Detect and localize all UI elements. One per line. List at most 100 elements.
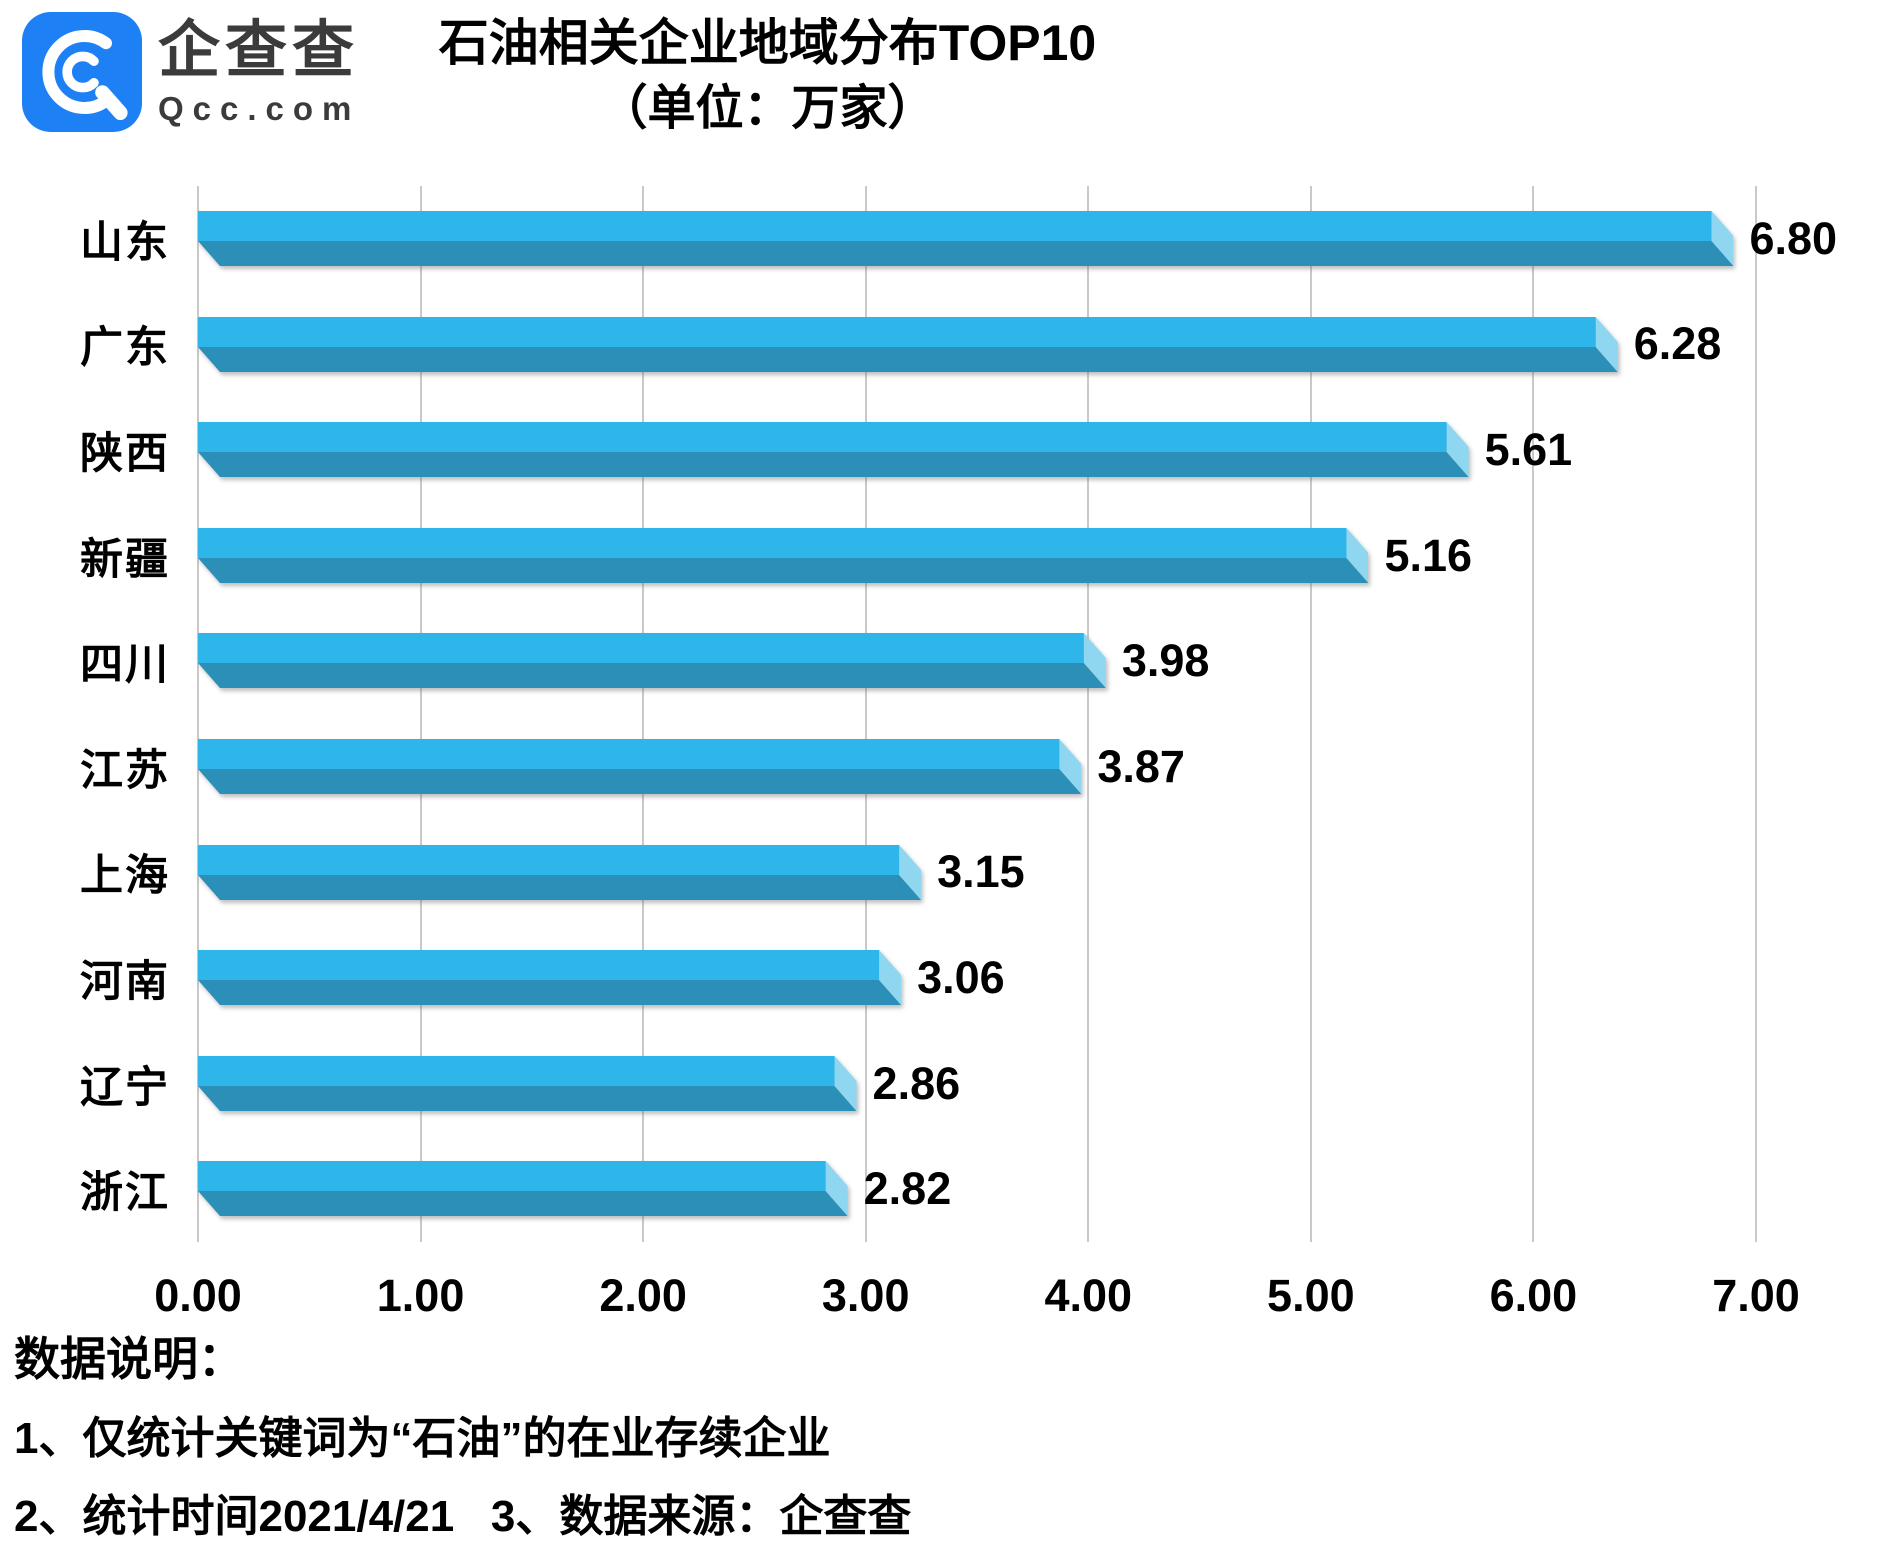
bar-row: 广东 6.28 bbox=[80, 292, 1756, 398]
bar-end-face bbox=[834, 1055, 857, 1111]
gridline bbox=[197, 186, 199, 1242]
bar-bottom-face bbox=[198, 874, 922, 900]
bar bbox=[198, 950, 902, 1006]
bar-row: 江苏 3.87 bbox=[80, 714, 1756, 820]
value-label: 2.86 bbox=[872, 1057, 961, 1109]
bar-end-face bbox=[1446, 422, 1469, 478]
bar-front-face bbox=[198, 739, 1060, 769]
bar-row: 上海 3.15 bbox=[80, 820, 1756, 926]
bar-bottom-face bbox=[198, 557, 1369, 583]
x-axis: 0.00 1.00 2.00 3.00 4.00 5.00 6.00 7.00 bbox=[154, 1270, 1800, 1326]
value-label: 6.80 bbox=[1749, 212, 1838, 264]
bar-bottom-face bbox=[198, 452, 1469, 478]
bar-front-face bbox=[198, 633, 1084, 664]
gridline bbox=[642, 186, 645, 1242]
category-label: 河南 bbox=[80, 957, 170, 1006]
bar-row: 辽宁 2.86 bbox=[80, 1031, 1756, 1137]
footer-heading: 数据说明： bbox=[14, 1333, 244, 1385]
bar-bottom-face bbox=[198, 1191, 848, 1217]
category-label: 辽宁 bbox=[80, 1063, 170, 1112]
brand-text: 企查查 Qcc.com bbox=[158, 12, 360, 128]
gridline bbox=[1532, 186, 1535, 1242]
bar-row: 新疆 5.16 bbox=[80, 503, 1756, 609]
bar-end-face bbox=[1083, 633, 1106, 689]
brand-logo: 企查查 Qcc.com bbox=[22, 12, 360, 132]
value-label: 5.61 bbox=[1484, 423, 1573, 475]
footer-note: 2、统计时间2021/4/21 3、数据来源：企查查 bbox=[14, 1491, 912, 1541]
category-label: 浙江 bbox=[80, 1169, 170, 1218]
bar-bottom-face bbox=[198, 1085, 857, 1111]
bar-front-face bbox=[198, 527, 1347, 558]
bar bbox=[198, 527, 1369, 583]
chart-subtitle: （单位：万家） bbox=[599, 82, 936, 135]
value-label: 3.06 bbox=[917, 951, 1005, 1003]
bar-bottom-face bbox=[198, 980, 902, 1006]
x-axis-tick-label: 7.00 bbox=[1712, 1270, 1800, 1321]
bar-row: 四川 3.98 bbox=[80, 608, 1756, 714]
bar bbox=[198, 633, 1106, 689]
bar-end-face bbox=[1595, 316, 1618, 372]
bar-front-face bbox=[198, 844, 900, 875]
bar-row: 河南 3.06 bbox=[80, 925, 1756, 1031]
bar bbox=[198, 211, 1734, 266]
bar-end-face bbox=[899, 844, 922, 900]
bar-row: 陕西 5.61 bbox=[80, 397, 1756, 503]
x-axis-tick-label: 4.00 bbox=[1044, 1270, 1133, 1321]
bar bbox=[198, 739, 1082, 794]
value-label: 2.82 bbox=[863, 1163, 952, 1215]
bar-end-face bbox=[1059, 739, 1082, 794]
value-label: 3.98 bbox=[1121, 635, 1210, 687]
plot-area: 山东 6.80 广东 6.28 陕西 5.61 新疆 5.16 四川 3.98 江苏 3.87 上海 3.… bbox=[80, 186, 1837, 1242]
gridline bbox=[1087, 186, 1090, 1242]
bar bbox=[198, 1161, 848, 1217]
bar bbox=[198, 1055, 857, 1111]
bar-bottom-face bbox=[198, 769, 1082, 794]
category-label: 山东 bbox=[80, 218, 170, 267]
category-label: 广东 bbox=[80, 324, 170, 373]
bar-front-face bbox=[198, 211, 1712, 241]
footer-note: 1、仅统计关键词为“石油”的在业存续企业 bbox=[14, 1413, 831, 1463]
bar-row: 山东 6.80 bbox=[80, 186, 1837, 292]
qcc-logo-icon bbox=[22, 12, 142, 132]
bar-bottom-face bbox=[198, 663, 1106, 689]
category-label: 江苏 bbox=[80, 746, 170, 795]
value-label: 3.87 bbox=[1097, 740, 1185, 792]
bar bbox=[198, 422, 1469, 478]
gridline bbox=[864, 186, 867, 1242]
x-axis-tick-label: 0.00 bbox=[154, 1270, 242, 1321]
bar bbox=[198, 316, 1618, 372]
bar-end-face bbox=[825, 1161, 848, 1217]
bar-front-face bbox=[198, 422, 1447, 453]
brand-domain: Qcc.com bbox=[158, 90, 361, 127]
bar-front-face bbox=[198, 950, 880, 981]
value-label: 3.15 bbox=[937, 846, 1025, 898]
value-label: 6.28 bbox=[1633, 318, 1722, 370]
title-block: 石油相关企业地域分布TOP10 （单位：万家） bbox=[0, 16, 1535, 136]
bar-front-face bbox=[198, 1055, 835, 1086]
category-label: 上海 bbox=[80, 852, 170, 901]
bar-row: 浙江 2.82 bbox=[80, 1136, 1756, 1242]
x-axis-tick-label: 1.00 bbox=[376, 1270, 465, 1321]
bar-end-face bbox=[1346, 527, 1369, 583]
category-label: 四川 bbox=[80, 641, 170, 690]
bar-end-face bbox=[879, 950, 902, 1006]
bar-bottom-face bbox=[198, 241, 1734, 266]
brand-name: 企查查 bbox=[158, 16, 360, 85]
gridline bbox=[419, 186, 422, 1242]
bar-front-face bbox=[198, 1161, 826, 1192]
category-label: 新疆 bbox=[80, 535, 170, 584]
gridline bbox=[1755, 186, 1757, 1242]
x-axis-tick-label: 3.00 bbox=[821, 1270, 910, 1321]
bar-front-face bbox=[198, 316, 1596, 347]
x-axis-tick-label: 6.00 bbox=[1489, 1270, 1578, 1321]
bar bbox=[198, 844, 922, 900]
footer: 数据说明： 1、仅统计关键词为“石油”的在业存续企业 2、统计时间2021/4/… bbox=[14, 1334, 911, 1541]
bar-end-face bbox=[1711, 211, 1734, 266]
bar-bottom-face bbox=[198, 346, 1618, 372]
value-label: 5.16 bbox=[1384, 529, 1473, 581]
category-label: 陕西 bbox=[80, 429, 170, 478]
x-axis-tick-label: 5.00 bbox=[1267, 1270, 1355, 1321]
x-axis-tick-label: 2.00 bbox=[599, 1270, 687, 1321]
chart-title: 石油相关企业地域分布TOP10 bbox=[438, 15, 1097, 71]
